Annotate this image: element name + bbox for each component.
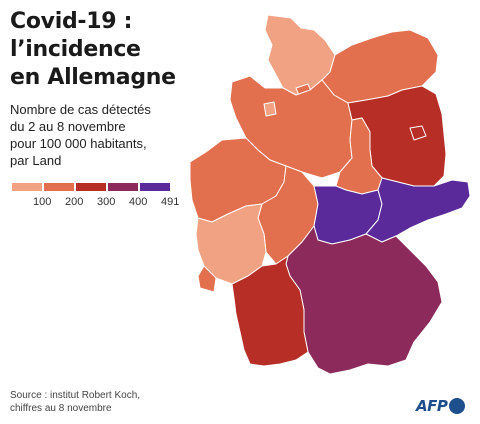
afp-logo: AFP xyxy=(416,396,466,416)
legend-swatch-1 xyxy=(12,183,42,191)
afp-logo-text: AFP xyxy=(416,397,448,415)
color-legend: 100 200 300 400 491 xyxy=(12,183,182,219)
land-rheinland-pfalz xyxy=(195,203,267,285)
subtitle-line-1: Nombre de cas détectés xyxy=(10,102,151,117)
title-line-2: l’incidence xyxy=(10,37,141,62)
germany-choropleth-map xyxy=(189,14,471,375)
land-bremen xyxy=(263,101,277,117)
source-line-1: Source : institut Robert Koch, xyxy=(10,390,141,401)
legend-label-400: 400 xyxy=(129,196,148,208)
legend-label-491: 491 xyxy=(161,196,180,208)
legend-label-100: 100 xyxy=(33,196,52,208)
legend-label-200: 200 xyxy=(65,196,84,208)
map-title: Covid-19 : l’incidence en Allemagne xyxy=(10,8,210,92)
legend-swatch-2 xyxy=(44,183,74,191)
legend-swatch-5 xyxy=(140,183,170,191)
legend-swatch-4 xyxy=(108,183,138,191)
land-baden-wuerttemberg xyxy=(231,255,309,367)
land-berlin xyxy=(409,125,427,141)
land-bayern xyxy=(285,225,443,375)
source-line-2: chiffres au 8 novembre xyxy=(10,403,112,414)
afp-logo-dot xyxy=(449,398,466,414)
subtitle-line-2: du 2 au 8 novembre xyxy=(10,119,126,134)
title-line-1: Covid-19 : xyxy=(10,9,133,34)
map-subtitle: Nombre de cas détectés du 2 au 8 novembr… xyxy=(10,101,210,169)
source-note: Source : institut Robert Koch, chiffres … xyxy=(10,389,140,415)
legend-label-300: 300 xyxy=(97,196,116,208)
land-sachsen xyxy=(365,177,471,243)
subtitle-line-4: par Land xyxy=(10,153,62,168)
land-saarland xyxy=(197,265,217,293)
subtitle-line-3: pour 100 000 habitants, xyxy=(10,136,147,151)
title-line-3: en Allemagne xyxy=(10,65,176,90)
legend-swatch-3 xyxy=(76,183,106,191)
